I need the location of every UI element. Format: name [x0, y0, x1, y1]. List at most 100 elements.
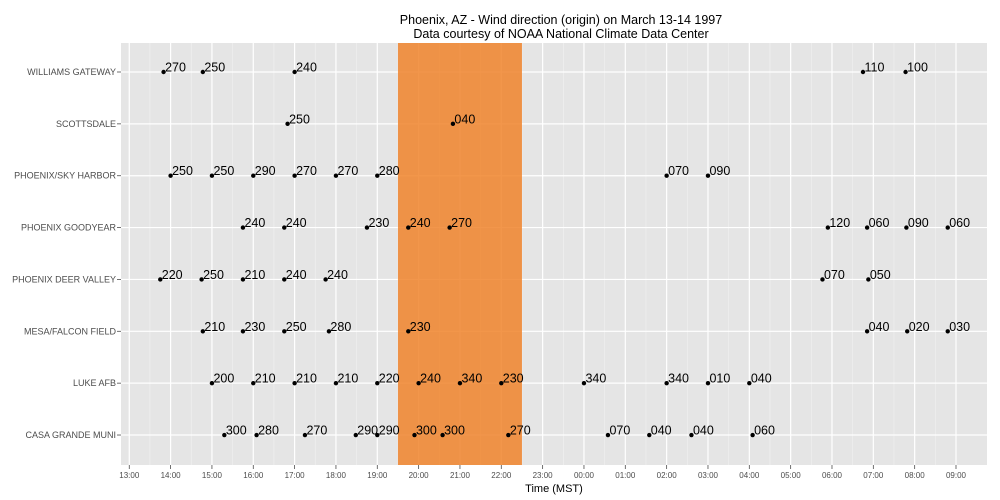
- data-point: [200, 69, 206, 75]
- data-point-label: 240: [244, 216, 265, 230]
- data-point: [457, 380, 463, 386]
- data-point-label: 240: [410, 216, 431, 230]
- grid-minor: [149, 43, 936, 465]
- x-tick-label: 18:00: [326, 471, 347, 480]
- data-point: [209, 173, 215, 178]
- data-point-label: 040: [751, 372, 772, 386]
- station-label: CASA GRANDE MUNI: [25, 430, 116, 440]
- data-point: [866, 277, 871, 282]
- data-point: [302, 432, 308, 438]
- data-point-label: 050: [870, 268, 891, 282]
- x-tick-label: 15:00: [202, 471, 223, 480]
- x-axis-tick-labels: 13:00 14:00 15:00 16:00 17:00 18:00 19:00 20:00…: [119, 471, 966, 480]
- data-point: [689, 432, 694, 438]
- data-point: [664, 380, 669, 386]
- x-tick-label: 17:00: [285, 471, 306, 480]
- data-point-label: 300: [416, 424, 437, 438]
- x-tick-label: 16:00: [243, 471, 264, 480]
- data-point-label: 060: [869, 216, 890, 230]
- data-point: [406, 329, 411, 334]
- data-point-label: 270: [296, 164, 317, 178]
- data-point-label: 230: [503, 372, 524, 386]
- data-point-label: 270: [451, 216, 472, 230]
- data-point-label: 250: [203, 268, 224, 282]
- data-point: [251, 173, 256, 178]
- data-point-label: 070: [609, 424, 630, 438]
- data-point: [416, 380, 421, 386]
- data-point: [375, 173, 380, 178]
- data-point-label: 090: [709, 164, 730, 178]
- data-point: [282, 329, 287, 334]
- data-point: [820, 277, 825, 282]
- data-point-label: 230: [244, 320, 265, 334]
- x-tick-label: 02:00: [657, 471, 678, 480]
- data-point-label: 210: [296, 372, 317, 386]
- x-tick-label: 07:00: [863, 471, 884, 480]
- data-point: [222, 432, 227, 438]
- data-point-label: 200: [213, 372, 234, 386]
- data-point-label: 270: [510, 424, 531, 438]
- data-point: [292, 173, 297, 178]
- x-tick-label: 20:00: [409, 471, 430, 480]
- data-point-label: 250: [289, 112, 310, 126]
- data-point: [240, 329, 246, 334]
- data-point: [292, 69, 297, 75]
- data-point: [353, 432, 358, 438]
- data-point: [333, 173, 339, 178]
- data-point-label: 250: [286, 320, 307, 334]
- data-point: [254, 432, 259, 438]
- data-point: [447, 225, 452, 230]
- data-point-label: 240: [420, 372, 441, 386]
- data-point: [945, 225, 950, 230]
- data-point: [406, 225, 411, 230]
- x-tick-label: 22:00: [491, 471, 512, 480]
- data-point: [240, 225, 246, 230]
- data-point-label: 240: [296, 61, 317, 75]
- data-point: [240, 277, 246, 282]
- data-point: [158, 277, 163, 282]
- data-point-label: 210: [255, 372, 276, 386]
- station-label: MESA/FALCON FIELD: [24, 326, 117, 336]
- data-point-label: 060: [949, 216, 970, 230]
- data-point-label: 090: [908, 216, 929, 230]
- data-point: [375, 432, 380, 438]
- data-point: [945, 329, 950, 334]
- station-label: LUKE AFB: [73, 378, 116, 388]
- data-point-label: 290: [357, 424, 378, 438]
- data-point-label: 280: [258, 424, 279, 438]
- data-point: [506, 432, 511, 438]
- data-point: [285, 121, 290, 127]
- data-point-label: 300: [444, 424, 465, 438]
- x-axis-ticks: [128, 465, 957, 469]
- x-tick-label: 21:00: [450, 471, 471, 480]
- data-point: [664, 173, 669, 178]
- data-point-label: 030: [949, 320, 970, 334]
- data-point: [292, 380, 297, 386]
- data-point-label: 070: [668, 164, 689, 178]
- data-point: [705, 380, 711, 386]
- data-point: [251, 380, 256, 386]
- data-point: [209, 380, 215, 386]
- data-point-label: 240: [286, 268, 307, 282]
- data-point-label: 290: [255, 164, 276, 178]
- data-point-label: 210: [244, 268, 265, 282]
- data-point-label: 280: [330, 320, 351, 334]
- data-point: [412, 432, 417, 438]
- station-label: PHOENIX DEER VALLEY: [12, 274, 116, 284]
- data-point-label: 070: [824, 268, 845, 282]
- data-point: [168, 173, 173, 178]
- station-label: PHOENIX/SKY HARBOR: [14, 171, 116, 181]
- data-point: [825, 225, 831, 230]
- data-point: [903, 69, 908, 75]
- x-tick-label: 23:00: [533, 471, 554, 480]
- data-point: [647, 432, 652, 438]
- data-point: [864, 329, 870, 334]
- data-point: [905, 329, 910, 334]
- station-label: PHOENIX GOODYEAR: [21, 223, 117, 233]
- data-point: [161, 69, 166, 75]
- data-point: [450, 121, 456, 127]
- data-point-label: 240: [286, 216, 307, 230]
- data-point-label: 250: [172, 164, 193, 178]
- data-point: [282, 225, 287, 230]
